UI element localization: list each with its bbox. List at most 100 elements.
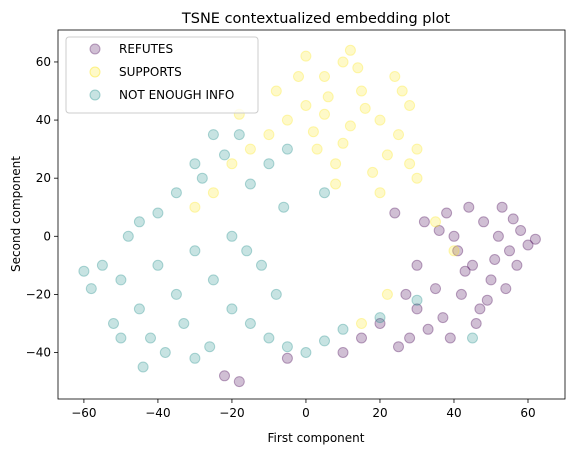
data-point	[486, 275, 496, 285]
data-point	[245, 144, 255, 154]
data-point	[438, 313, 448, 323]
data-point	[320, 72, 330, 82]
chart-title: TSNE contextualized embedding plot	[181, 11, 451, 27]
data-point	[86, 284, 96, 294]
data-point	[179, 319, 189, 329]
data-point	[220, 150, 230, 160]
series-refutes	[220, 202, 541, 386]
data-point	[412, 173, 422, 183]
data-point	[138, 362, 148, 372]
data-point	[227, 304, 237, 314]
x-axis-label: First component	[268, 431, 365, 445]
data-point	[353, 63, 363, 73]
x-tick-label: 60	[520, 406, 535, 420]
data-point	[323, 92, 333, 102]
x-tick-label: −20	[219, 406, 244, 420]
data-point	[282, 115, 292, 125]
data-point	[227, 159, 237, 169]
data-point	[360, 103, 370, 113]
data-point	[331, 159, 341, 169]
x-tick-label: 0	[302, 406, 310, 420]
data-point	[357, 86, 367, 96]
data-point	[442, 208, 452, 218]
data-point	[301, 348, 311, 358]
x-tick-label: −60	[71, 406, 96, 420]
data-point	[401, 289, 411, 299]
data-point	[97, 260, 107, 270]
data-point	[279, 202, 289, 212]
data-point	[153, 260, 163, 270]
data-point	[294, 72, 304, 82]
data-point	[146, 333, 156, 343]
data-point	[234, 130, 244, 140]
data-point	[282, 144, 292, 154]
series-not-enough-info	[79, 130, 478, 372]
y-tick-label: 60	[36, 55, 51, 69]
data-point	[282, 353, 292, 363]
data-point	[190, 202, 200, 212]
data-point	[505, 246, 515, 256]
legend-label-not-enough-info: NOT ENOUGH INFO	[119, 88, 234, 102]
data-point	[264, 333, 274, 343]
data-point	[208, 275, 218, 285]
data-point	[449, 231, 459, 241]
data-point	[345, 45, 355, 55]
data-point	[412, 260, 422, 270]
data-point	[153, 208, 163, 218]
data-point	[419, 217, 429, 227]
data-point	[375, 188, 385, 198]
data-point	[468, 333, 478, 343]
legend-label-refutes: REFUTES	[119, 42, 173, 56]
legend-marker-supports	[90, 67, 100, 77]
data-point	[412, 144, 422, 154]
data-point	[394, 342, 404, 352]
data-point	[123, 231, 133, 241]
data-point	[190, 159, 200, 169]
legend-label-supports: SUPPORTS	[119, 65, 182, 79]
data-point	[456, 289, 466, 299]
x-axis-ticks: −60 −40 −20 0 20 40 60	[71, 399, 535, 420]
x-tick-label: −40	[145, 406, 170, 420]
data-point	[375, 115, 385, 125]
data-point	[116, 275, 126, 285]
data-point	[405, 159, 415, 169]
data-point	[382, 150, 392, 160]
data-point	[197, 173, 207, 183]
data-point	[190, 353, 200, 363]
data-point	[345, 121, 355, 131]
data-point	[490, 255, 500, 265]
legend: REFUTES SUPPORTS NOT ENOUGH INFO	[66, 37, 258, 113]
data-point	[271, 86, 281, 96]
data-point	[405, 101, 415, 111]
data-point	[242, 246, 252, 256]
data-point	[397, 86, 407, 96]
x-tick-label: 20	[372, 406, 387, 420]
legend-marker-not-enough-info	[90, 90, 100, 100]
data-point	[234, 377, 244, 387]
data-point	[431, 217, 441, 227]
data-point	[264, 159, 274, 169]
data-point	[449, 246, 459, 256]
data-point	[257, 260, 267, 270]
y-tick-label: 20	[36, 171, 51, 185]
data-point	[390, 72, 400, 82]
y-axis-label: Second component	[9, 156, 23, 272]
data-point	[220, 371, 230, 381]
data-point	[171, 289, 181, 299]
data-point	[320, 336, 330, 346]
data-point	[264, 130, 274, 140]
data-point	[375, 313, 385, 323]
data-point	[320, 188, 330, 198]
data-point	[390, 208, 400, 218]
y-tick-label: −40	[26, 346, 51, 360]
data-point	[512, 260, 522, 270]
data-point	[394, 130, 404, 140]
data-point	[205, 342, 215, 352]
data-point	[312, 144, 322, 154]
y-axis-ticks: −40 −20 0 20 40 60	[26, 55, 58, 360]
data-point	[412, 295, 422, 305]
data-point	[338, 324, 348, 334]
data-point	[134, 217, 144, 227]
legend-marker-refutes	[90, 44, 100, 54]
data-point	[331, 179, 341, 189]
